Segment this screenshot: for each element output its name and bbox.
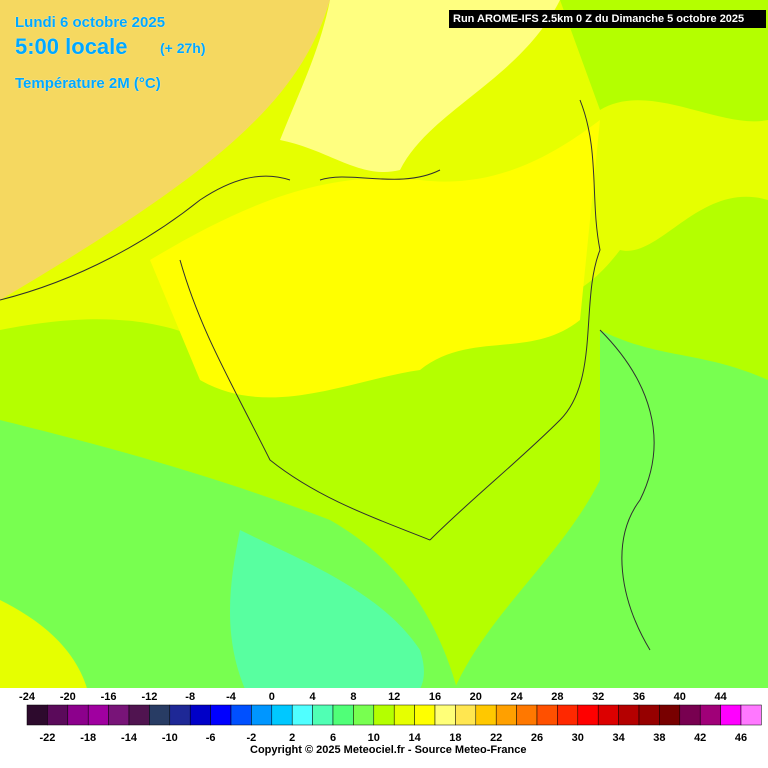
legend-label: 14: [408, 732, 421, 744]
color-swatch: [26, 704, 48, 726]
legend-label: -16: [101, 691, 117, 703]
color-swatch: [312, 704, 334, 726]
legend-label: -10: [162, 732, 178, 744]
region-cool-east: [450, 330, 768, 700]
legend-label: 26: [531, 732, 543, 744]
region-yellow: [150, 120, 600, 398]
legend-label: 8: [350, 691, 356, 703]
legend-label: 38: [653, 732, 665, 744]
color-swatch: [618, 704, 640, 726]
color-swatch: [67, 704, 89, 726]
color-swatch: [169, 704, 191, 726]
color-swatch: [455, 704, 477, 726]
lead-time: (+ 27h): [160, 40, 206, 56]
region-sw: [0, 600, 90, 700]
color-swatch: [251, 704, 273, 726]
legend-label: 12: [388, 691, 400, 703]
time: 5:00 locale: [15, 34, 128, 59]
legend-label: -8: [185, 691, 195, 703]
color-swatch: [699, 704, 721, 726]
legend-label: -12: [141, 691, 157, 703]
legend-label: 30: [572, 732, 584, 744]
color-swatch: [577, 704, 599, 726]
color-swatch: [291, 704, 313, 726]
color-swatch: [128, 704, 150, 726]
copyright: Copyright © 2025 Meteociel.fr - Source M…: [250, 744, 527, 756]
legend-label: 32: [592, 691, 604, 703]
sea-warm: [0, 0, 330, 300]
legend-label: 22: [490, 732, 502, 744]
borders: [0, 99, 655, 651]
color-swatch: [536, 704, 558, 726]
legend-label: 46: [735, 732, 747, 744]
legend-label: -24: [19, 691, 36, 703]
legend-label: 28: [551, 691, 563, 703]
color-swatch: [659, 704, 681, 726]
color-swatch: [87, 704, 109, 726]
legend-label: 0: [269, 691, 275, 703]
run-info: Run AROME-IFS 2.5km 0 Z du Dimanche 5 oc…: [449, 10, 766, 28]
color-swatch: [740, 704, 762, 726]
date: Lundi 6 octobre 2025: [15, 14, 166, 31]
legend-label: -18: [80, 732, 96, 744]
legend-label: -22: [39, 732, 55, 744]
colorbar: -24-22-20-18-16-14-12-10-8-6-4-202468101…: [19, 691, 762, 744]
color-swatch: [47, 704, 69, 726]
legend-label: -4: [226, 691, 237, 703]
color-swatch: [353, 704, 375, 726]
legend-label: 24: [510, 691, 523, 703]
color-swatch: [373, 704, 395, 726]
color-swatch: [434, 704, 456, 726]
color-swatch: [495, 704, 517, 726]
color-swatch: [414, 704, 436, 726]
variable: Température 2M (°C): [15, 75, 161, 92]
color-swatch: [271, 704, 293, 726]
legend-label: -6: [206, 732, 216, 744]
region-cold: [230, 530, 424, 700]
color-swatch: [557, 704, 579, 726]
legend-label: 2: [289, 732, 295, 744]
legend-label: 34: [612, 732, 625, 744]
legend-label: 16: [429, 691, 441, 703]
color-swatch: [189, 704, 211, 726]
color-swatch: [210, 704, 232, 726]
legend-label: -20: [60, 691, 76, 703]
color-swatch: [638, 704, 660, 726]
legend-label: 42: [694, 732, 706, 744]
color-swatch: [720, 704, 742, 726]
legend-label: 36: [633, 691, 645, 703]
color-swatch: [393, 704, 415, 726]
color-swatch: [516, 704, 538, 726]
legend-label: 40: [674, 691, 686, 703]
color-swatch: [149, 704, 171, 726]
color-swatch: [475, 704, 497, 726]
region-east: [560, 0, 768, 122]
legend-label: 44: [714, 691, 727, 703]
legend-label: -14: [121, 732, 138, 744]
color-swatch: [679, 704, 701, 726]
legend-label: 20: [470, 691, 482, 703]
legend-label: 4: [310, 691, 317, 703]
legend-background: [0, 688, 768, 768]
color-swatch: [332, 704, 354, 726]
legend-label: 18: [449, 732, 461, 744]
color-swatch: [597, 704, 619, 726]
legend-label: 6: [330, 732, 336, 744]
region-pale: [280, 0, 560, 173]
color-swatch: [230, 704, 252, 726]
legend-label: -2: [247, 732, 257, 744]
legend-label: 10: [368, 732, 380, 744]
color-swatch: [108, 704, 130, 726]
